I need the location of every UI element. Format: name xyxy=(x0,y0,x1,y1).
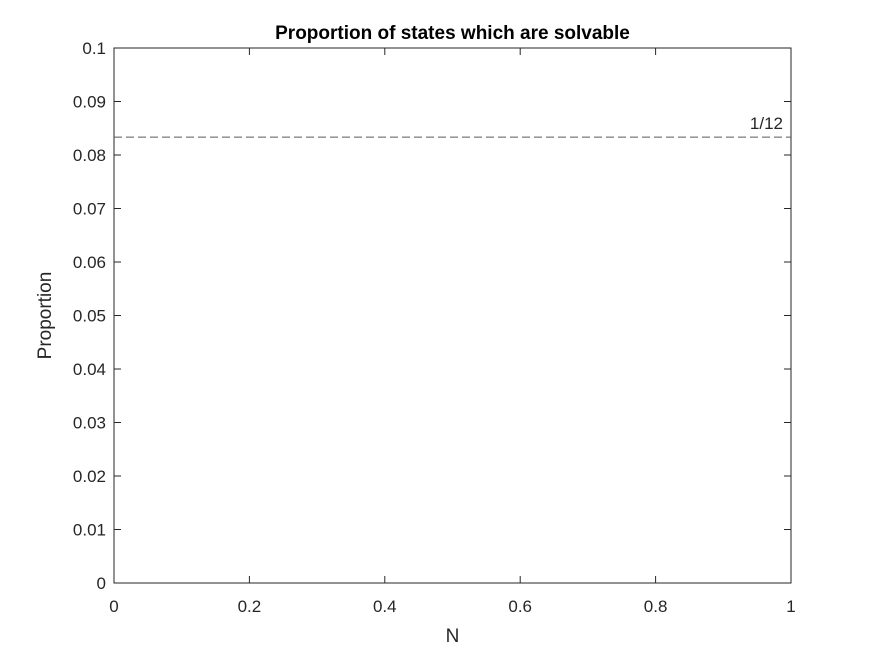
y-tick-label: 0.03 xyxy=(73,414,106,433)
axis-ticks xyxy=(113,47,792,584)
y-tick-label: 0.09 xyxy=(73,93,106,112)
y-tick-label: 0.07 xyxy=(73,200,106,219)
reference-line-label: 1/12 xyxy=(750,114,783,133)
y-tick-label: 0.06 xyxy=(73,253,106,272)
y-tick-label: 0.01 xyxy=(73,521,106,540)
axis-tick-labels: 0 0.2 0.4 0.6 0.8 1 0 0.01 0.02 0.03 0.04 0.05 0.06 0… xyxy=(73,39,796,616)
x-axis-label: N xyxy=(446,626,460,647)
x-tick-label: 0.8 xyxy=(644,597,668,616)
y-tick-label: 0 xyxy=(97,574,106,593)
y-tick-label: 0.1 xyxy=(82,39,106,58)
x-tick-label: 0.4 xyxy=(373,597,397,616)
y-tick-label: 0.02 xyxy=(73,467,106,486)
x-tick-label: 1 xyxy=(786,597,795,616)
x-tick-label: 0.2 xyxy=(238,597,262,616)
y-tick-label: 0.08 xyxy=(73,146,106,165)
chart-title: Proportion of states which are solvable xyxy=(275,23,630,44)
y-axis-label: Proportion xyxy=(35,272,56,360)
y-tick-label: 0.05 xyxy=(73,307,106,326)
x-tick-label: 0.6 xyxy=(508,597,532,616)
y-tick-label: 0.04 xyxy=(73,360,106,379)
plot-area xyxy=(113,47,792,584)
x-tick-label: 0 xyxy=(109,597,118,616)
